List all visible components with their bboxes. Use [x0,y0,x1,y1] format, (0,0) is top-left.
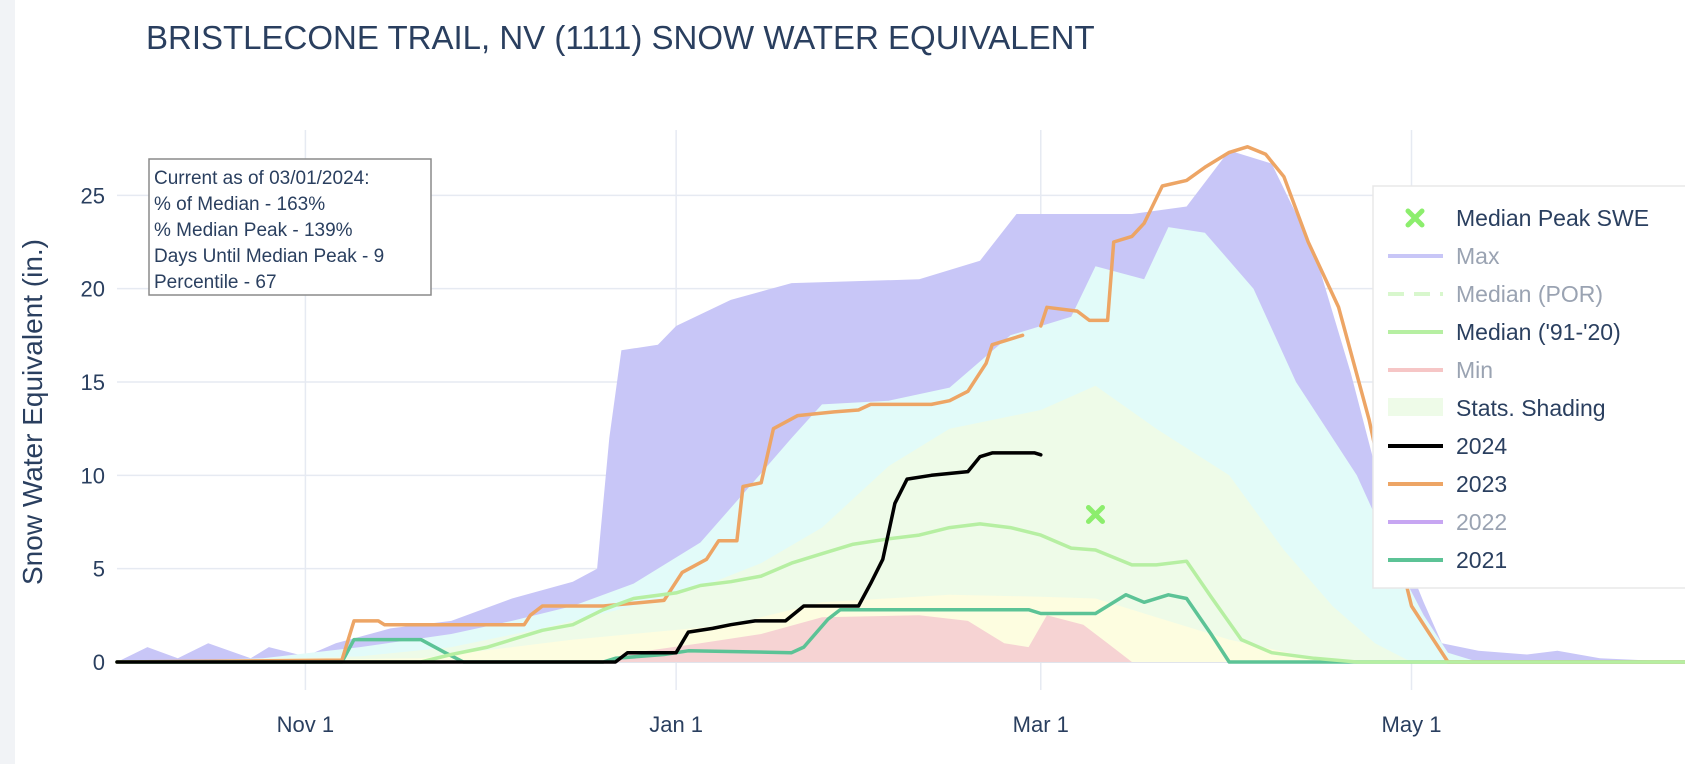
chart-title: BRISTLECONE TRAIL, NV (1111) SNOW WATER … [146,19,1095,56]
axis-ticks: 0 5 10 15 20 25 Nov 1 Jan 1 Mar 1 May 1 [81,183,1442,737]
y-axis-title: Snow Water Equivalent (in.) [17,239,48,585]
series-line-2021 [115,593,1685,664]
y-tick-label: 10 [81,463,105,488]
legend-label: 2022 [1456,509,1507,535]
band-stats-shading-50-75 [117,385,1412,662]
y-tick-label: 20 [81,277,105,302]
legend-label: 2023 [1456,471,1507,497]
legend-item-stats-shading: Stats. Shading [1388,395,1606,421]
x-tick-label: May 1 [1382,712,1442,737]
legend-label: Stats. Shading [1456,395,1606,421]
x-tick-label: Jan 1 [649,712,703,737]
legend-label: 2024 [1456,433,1507,459]
annotation-text: Current as of 03/01/2024: % of Median - 1… [154,168,384,293]
legend-item-2024: 2024 [1388,433,1507,459]
percentile-bands [117,150,1685,662]
annotation-line: % of Median - 163% [154,194,325,215]
legend-label: Min [1456,357,1493,383]
series-line-2024 [115,451,1043,664]
marker-median-peak-swe [1085,505,1105,525]
series-line-2023 [115,333,1025,664]
x-tick-label: Mar 1 [1013,712,1069,737]
legend-item-2022: 2022 [1388,509,1507,535]
y-tick-label: 25 [81,183,105,208]
legend-label: Median Peak SWE [1456,205,1649,231]
markers [1085,505,1105,525]
legend-item-2021: 2021 [1388,547,1507,573]
current-stats-annotation: Current as of 03/01/2024: % of Median - 1… [148,158,432,296]
x-tick-label: Nov 1 [277,712,334,737]
annotation-line: Days Until Median Peak - 9 [154,246,384,267]
y-tick-label: 15 [81,370,105,395]
y-tick-label: 0 [93,650,105,675]
annotation-line: Percentile - 67 [154,272,277,293]
annotation-line: Current as of 03/01/2024: [154,168,369,189]
legend-item-median-91-20: Median ('91-'20) [1388,319,1621,345]
legend-label: Median ('91-'20) [1456,319,1621,345]
legend-item-2023: 2023 [1388,471,1507,497]
legend: Median Peak SWE Max Median (POR) Median ('9… [1372,185,1685,589]
annotation-line: % Median Peak - 139% [154,220,353,241]
legend-label: Max [1456,243,1500,269]
legend-item-max: Max [1388,243,1500,269]
band-min [117,615,1132,662]
legend-item-min: Min [1388,357,1493,383]
legend-item-median-por: Median (POR) [1388,281,1603,307]
series-lines [115,145,1685,664]
legend-item-median-peak-swe: Median Peak SWE [1405,205,1649,231]
left-margin-strip [0,0,15,764]
y-tick-label: 5 [93,557,105,582]
legend-label: 2021 [1456,547,1507,573]
legend-label: Median (POR) [1456,281,1603,307]
